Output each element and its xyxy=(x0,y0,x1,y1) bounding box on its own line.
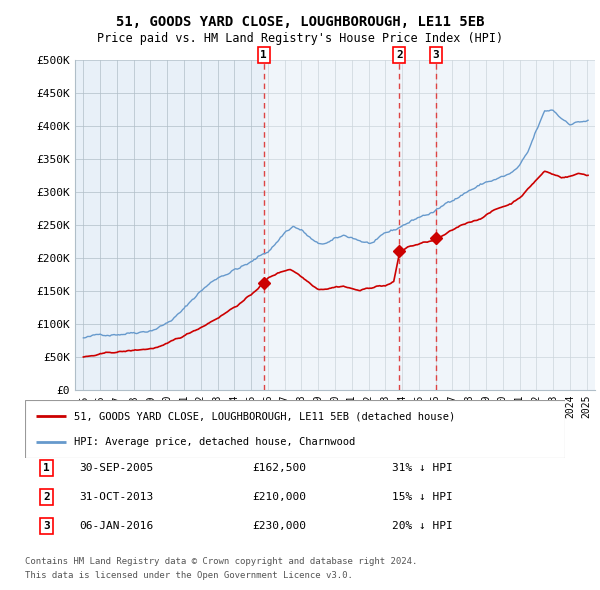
Text: £230,000: £230,000 xyxy=(252,521,306,531)
Text: £162,500: £162,500 xyxy=(252,463,306,473)
Text: HPI: Average price, detached house, Charnwood: HPI: Average price, detached house, Char… xyxy=(74,437,355,447)
Text: 1: 1 xyxy=(43,463,50,473)
Text: 3: 3 xyxy=(43,521,50,531)
Text: £210,000: £210,000 xyxy=(252,492,306,502)
Text: 51, GOODS YARD CLOSE, LOUGHBOROUGH, LE11 5EB (detached house): 51, GOODS YARD CLOSE, LOUGHBOROUGH, LE11… xyxy=(74,411,455,421)
Text: 06-JAN-2016: 06-JAN-2016 xyxy=(79,521,153,531)
Text: 30-SEP-2005: 30-SEP-2005 xyxy=(79,463,153,473)
Text: 2: 2 xyxy=(396,50,403,60)
Text: 31% ↓ HPI: 31% ↓ HPI xyxy=(392,463,453,473)
Text: This data is licensed under the Open Government Licence v3.0.: This data is licensed under the Open Gov… xyxy=(25,572,353,581)
Text: 3: 3 xyxy=(433,50,439,60)
Text: 2: 2 xyxy=(43,492,50,502)
FancyBboxPatch shape xyxy=(25,400,565,458)
Bar xyxy=(264,60,600,390)
Text: 31-OCT-2013: 31-OCT-2013 xyxy=(79,492,153,502)
Text: 51, GOODS YARD CLOSE, LOUGHBOROUGH, LE11 5EB: 51, GOODS YARD CLOSE, LOUGHBOROUGH, LE11… xyxy=(116,15,484,29)
Text: Contains HM Land Registry data © Crown copyright and database right 2024.: Contains HM Land Registry data © Crown c… xyxy=(25,556,418,565)
Text: 1: 1 xyxy=(260,50,267,60)
Text: 20% ↓ HPI: 20% ↓ HPI xyxy=(392,521,453,531)
Text: 15% ↓ HPI: 15% ↓ HPI xyxy=(392,492,453,502)
Text: Price paid vs. HM Land Registry's House Price Index (HPI): Price paid vs. HM Land Registry's House … xyxy=(97,32,503,45)
